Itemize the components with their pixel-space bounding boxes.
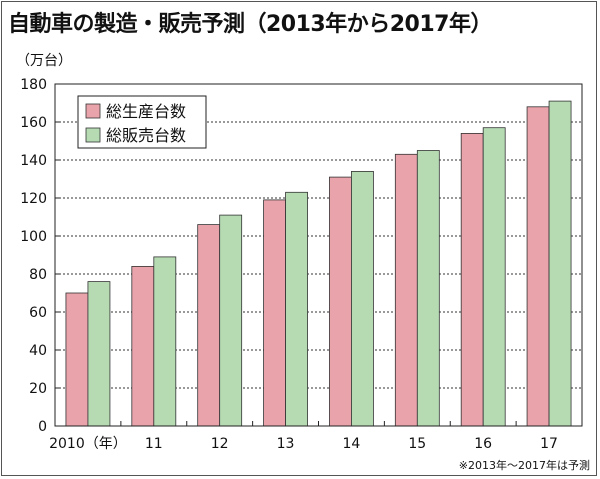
bar-production	[263, 199, 286, 427]
y-tick-label: 140	[20, 153, 47, 169]
y-tick-label: 60	[29, 305, 47, 321]
bar-sales	[87, 281, 111, 427]
tick-labels: 0 20 40 60 80 100 120 140 160 180 2010（年） 11 12 13 14 1…	[20, 77, 558, 452]
bar-production	[394, 153, 418, 427]
forecast-note: ※2013年～2017年は予測	[458, 459, 590, 472]
chart-title: 自動車の製造・販売予測（2013年から2017年）	[8, 12, 492, 37]
y-tick-label: 20	[29, 381, 47, 397]
x-tick-label: 14	[343, 436, 361, 452]
x-tick-label: 12	[211, 436, 229, 452]
legend-label-production: 総生産台数	[106, 102, 186, 121]
y-tick-label: 160	[20, 115, 47, 131]
y-tick-label: 180	[20, 77, 47, 93]
x-tick-label: 17	[540, 436, 558, 452]
y-axis-unit-label: （万台）	[16, 53, 72, 69]
bar-production	[329, 176, 352, 427]
y-tick-label: 120	[20, 191, 47, 207]
bar-production	[460, 132, 484, 427]
bars	[65, 100, 572, 427]
bar-production	[131, 265, 155, 427]
y-tick-label: 80	[29, 267, 47, 283]
bar-production	[526, 106, 550, 427]
legend-label-sales: 総販売台数	[106, 126, 186, 145]
bar-sales	[482, 127, 506, 427]
axes	[54, 83, 583, 427]
bar-sales	[219, 214, 243, 427]
bar-production	[197, 224, 221, 427]
x-tick-label: 13	[277, 436, 295, 452]
legend-swatch-production	[85, 103, 101, 119]
x-tick-label: 11	[145, 436, 163, 452]
y-tick-label: 100	[20, 229, 47, 245]
x-tick-label: 15	[408, 436, 426, 452]
bar-sales	[416, 150, 440, 427]
y-tick-label: 40	[29, 343, 47, 359]
bar-sales	[351, 170, 374, 427]
y-tick-label: 0	[38, 419, 47, 435]
legend-swatch-sales	[85, 127, 101, 143]
bar-production	[65, 292, 89, 427]
bar-sales	[548, 100, 572, 427]
bar-sales	[285, 191, 308, 427]
x-tick-label: 2010（年）	[49, 436, 127, 452]
bar-sales	[153, 256, 177, 427]
x-tick-label: 16	[474, 436, 492, 452]
